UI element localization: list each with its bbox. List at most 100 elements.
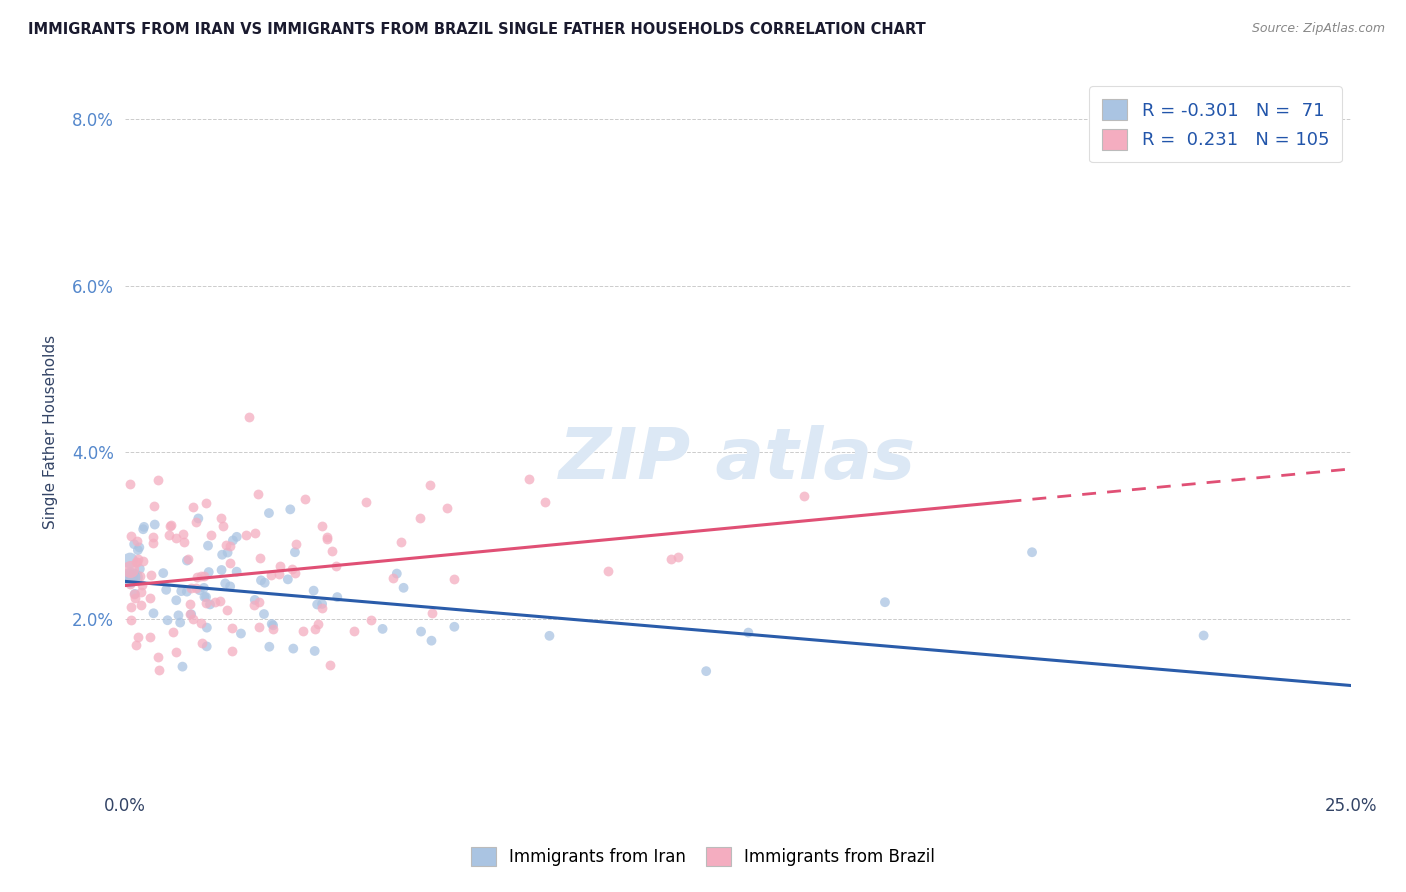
Point <box>284 545 307 559</box>
Point <box>307 617 329 632</box>
Point <box>392 581 415 595</box>
Point <box>195 496 218 510</box>
Point <box>253 607 276 621</box>
Point <box>170 584 193 599</box>
Point <box>217 603 239 617</box>
Point <box>534 494 557 508</box>
Point <box>125 555 148 569</box>
Point <box>659 551 682 566</box>
Point <box>243 599 266 613</box>
Point <box>246 487 269 501</box>
Point <box>666 549 689 564</box>
Point <box>165 645 187 659</box>
Point <box>311 601 333 615</box>
Point <box>198 598 221 612</box>
Point <box>197 539 219 553</box>
Point <box>172 659 194 673</box>
Point <box>260 616 283 631</box>
Point <box>262 622 284 636</box>
Point <box>159 518 181 533</box>
Point <box>302 583 325 598</box>
Point <box>190 569 212 583</box>
Point <box>360 613 382 627</box>
Point <box>316 532 339 546</box>
Point <box>281 562 304 576</box>
Point <box>118 577 141 591</box>
Point <box>120 614 142 628</box>
Point <box>138 630 160 644</box>
Point <box>311 597 333 611</box>
Point <box>127 630 149 644</box>
Point <box>190 616 212 631</box>
Point <box>139 591 162 605</box>
Point <box>120 600 142 615</box>
Point <box>180 582 202 596</box>
Point <box>127 543 149 558</box>
Point <box>249 551 271 566</box>
Point <box>165 531 187 545</box>
Point <box>283 641 305 656</box>
Point <box>259 640 281 654</box>
Point <box>193 581 215 595</box>
Point <box>118 553 141 567</box>
Point <box>221 622 243 636</box>
Point <box>118 562 141 576</box>
Point <box>277 573 299 587</box>
Point <box>176 553 198 567</box>
Point <box>325 559 347 574</box>
Point <box>212 518 235 533</box>
Point <box>235 528 257 542</box>
Point <box>209 511 232 525</box>
Point <box>127 534 149 549</box>
Point <box>204 595 226 609</box>
Point <box>142 536 165 550</box>
Point <box>304 623 326 637</box>
Point <box>215 538 238 552</box>
Point <box>737 625 759 640</box>
Point <box>197 565 219 579</box>
Point <box>269 558 291 573</box>
Point <box>278 502 301 516</box>
Point <box>304 644 326 658</box>
Point <box>181 500 204 515</box>
Point <box>214 576 236 591</box>
Point <box>124 591 146 605</box>
Point <box>181 612 204 626</box>
Point <box>221 644 243 658</box>
Point <box>187 511 209 525</box>
Legend: R = -0.301   N =  71, R =  0.231   N = 105: R = -0.301 N = 71, R = 0.231 N = 105 <box>1090 87 1341 162</box>
Point <box>326 590 349 604</box>
Point <box>132 520 155 534</box>
Point <box>538 629 561 643</box>
Point <box>129 584 152 599</box>
Point <box>598 564 620 578</box>
Point <box>165 593 187 607</box>
Point <box>217 545 239 559</box>
Point <box>132 554 155 568</box>
Point <box>354 495 377 509</box>
Point <box>343 624 366 638</box>
Point <box>172 527 194 541</box>
Point <box>152 566 174 580</box>
Point <box>436 500 458 515</box>
Point <box>118 476 141 491</box>
Point <box>294 491 316 506</box>
Point <box>319 657 342 672</box>
Point <box>156 613 179 627</box>
Point <box>307 598 329 612</box>
Point <box>148 649 170 664</box>
Point <box>131 578 153 592</box>
Point <box>257 506 280 520</box>
Point <box>125 638 148 652</box>
Point <box>793 489 815 503</box>
Point <box>162 624 184 639</box>
Point <box>143 517 166 532</box>
Point <box>186 582 208 596</box>
Point <box>517 472 540 486</box>
Point <box>443 572 465 586</box>
Point <box>321 543 343 558</box>
Point <box>385 566 408 581</box>
Point <box>124 555 146 569</box>
Point <box>128 562 150 576</box>
Point <box>443 620 465 634</box>
